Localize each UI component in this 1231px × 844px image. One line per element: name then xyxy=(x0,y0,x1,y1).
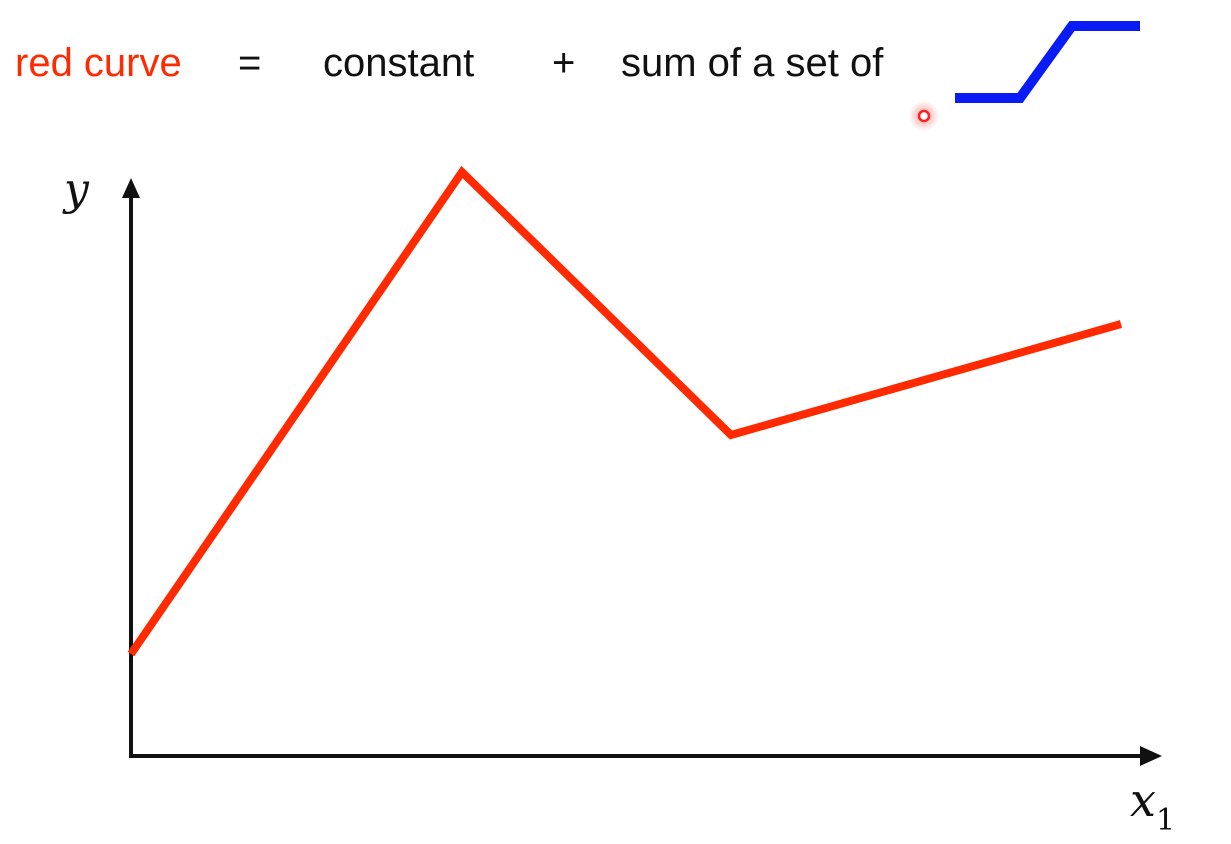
x-axis-label: x1 xyxy=(1130,773,1175,838)
pointer-dot-icon xyxy=(909,101,939,131)
red-curve xyxy=(127,165,1123,657)
hard-sigmoid-icon xyxy=(955,21,1140,103)
x-axis-arrowhead xyxy=(1140,746,1162,766)
plus-sign: + xyxy=(552,41,576,85)
sum-of-a-set-of-term: sum of a set of xyxy=(621,41,884,85)
y-axis-label: y xyxy=(62,164,90,215)
equals-sign: = xyxy=(238,41,262,85)
y-axis-arrowhead xyxy=(122,178,140,198)
constant-term: constant xyxy=(323,41,475,85)
red-curve-term: red curve xyxy=(15,41,182,85)
